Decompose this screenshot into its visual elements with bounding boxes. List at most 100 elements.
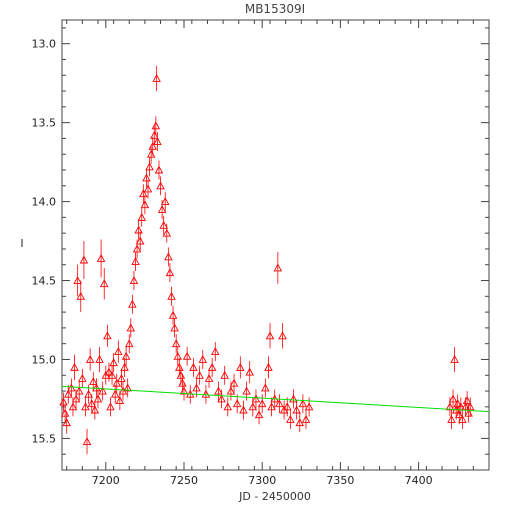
triangle-marker [223, 402, 233, 411]
triangle-marker [273, 263, 283, 272]
x-tick-label: 7250 [170, 474, 198, 487]
triangle-marker [220, 370, 229, 379]
y-tick-label: 15.5 [32, 432, 57, 445]
triangle-marker [214, 386, 223, 395]
triangle-marker [121, 351, 131, 360]
triangle-marker [106, 402, 115, 411]
data-point [254, 405, 264, 425]
triangle-marker [204, 373, 214, 382]
triangle-marker [152, 73, 161, 82]
data-point [134, 220, 143, 240]
data-point [76, 280, 86, 313]
triangle-marker [159, 220, 168, 229]
triangle-marker [264, 362, 273, 371]
data-point [445, 397, 455, 417]
data-point [292, 400, 301, 420]
triangle-marker [103, 331, 112, 340]
triangle-marker [245, 367, 254, 376]
triangle-marker [465, 402, 475, 411]
data-point [189, 357, 198, 377]
triangle-marker [292, 405, 301, 414]
triangle-marker [104, 367, 114, 376]
data-point [261, 378, 270, 398]
data-point [59, 392, 68, 412]
data-point [220, 365, 229, 385]
data-point [265, 323, 275, 349]
data-point [109, 353, 118, 373]
data-point [159, 215, 168, 235]
data-point [154, 160, 164, 180]
data-point [120, 357, 129, 377]
triangle-marker [123, 383, 132, 392]
data-point [98, 381, 107, 401]
data-point [145, 157, 154, 177]
data-point [146, 144, 156, 164]
data-point [211, 342, 220, 362]
triangle-marker [298, 399, 308, 408]
data-point [251, 389, 261, 409]
data-point [267, 397, 276, 417]
chart-title: MB15309I [245, 2, 305, 16]
data-point [62, 411, 71, 434]
triangle-marker [92, 383, 101, 392]
data-point [226, 381, 236, 401]
triangle-marker [85, 355, 95, 363]
data-point [301, 410, 311, 429]
triangle-marker [89, 377, 98, 386]
triangle-marker [304, 402, 314, 411]
y-tick-label: 13.0 [32, 38, 57, 51]
triangle-marker [217, 394, 226, 403]
data-point [70, 354, 79, 380]
triangle-marker [445, 402, 455, 411]
triangle-marker [126, 323, 136, 332]
triangle-marker [90, 405, 100, 414]
triangle-marker [201, 389, 211, 398]
triangle-marker [120, 362, 129, 371]
data-point [85, 348, 95, 371]
data-point [99, 267, 109, 300]
data-point [232, 394, 242, 414]
model-fit-line [61, 385, 490, 413]
triangle-marker [173, 351, 182, 360]
triangle-marker [248, 402, 258, 411]
triangle-marker [211, 347, 220, 356]
data-point [132, 239, 142, 259]
triangle-marker [117, 373, 126, 382]
data-point [139, 184, 148, 204]
triangle-marker [59, 397, 68, 406]
data-point [229, 373, 239, 393]
data-point [64, 384, 73, 404]
plot-frame [61, 19, 490, 471]
data-point [79, 241, 89, 279]
data-point [128, 294, 137, 314]
data-point [135, 231, 145, 251]
data-point [204, 368, 214, 388]
y-tick-label: 13.5 [32, 117, 57, 130]
x-tick-label: 7350 [326, 474, 354, 487]
triangle-marker [84, 389, 93, 398]
data-point [114, 340, 123, 363]
data-point [87, 394, 96, 414]
x-tick-label: 7400 [405, 474, 433, 487]
data-point [152, 65, 161, 92]
data-point [264, 356, 273, 379]
triangle-marker [137, 212, 147, 221]
triangle-marker [78, 373, 87, 382]
triangle-marker [261, 383, 270, 392]
triangle-marker [143, 184, 153, 193]
data-point [148, 136, 157, 156]
triangle-marker [236, 362, 245, 371]
triangle-marker [73, 276, 82, 284]
triangle-marker [139, 189, 148, 198]
data-point [273, 252, 283, 284]
triangle-marker [76, 291, 86, 300]
triangle-marker [107, 370, 117, 379]
triangle-marker [74, 386, 84, 395]
axes [61, 19, 490, 471]
data-point [289, 389, 298, 409]
data-point [171, 334, 181, 354]
triangle-marker [70, 362, 79, 371]
triangle-marker [453, 399, 462, 408]
data-point [195, 365, 204, 385]
model-line [61, 385, 490, 413]
